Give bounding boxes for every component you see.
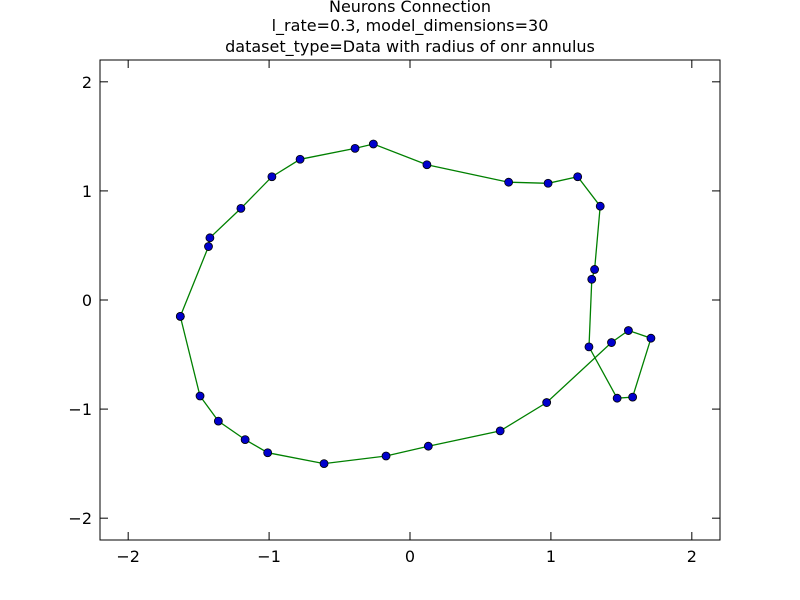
neuron-connection-line: [179, 143, 652, 465]
neuron-point: [590, 265, 599, 274]
chart-title-line-1: Neurons Connection: [329, 0, 491, 16]
neuron-point: [381, 451, 391, 461]
neuron-point: [240, 435, 250, 445]
x-tick-label: 0: [405, 547, 415, 566]
y-tick-label: −1: [68, 400, 92, 419]
neuron-point: [573, 172, 583, 182]
chart-title-line-2: l_rate=0.3, model_dimensions=30: [272, 16, 549, 36]
neuron-point: [205, 233, 215, 243]
neuron-point: [587, 274, 597, 284]
neuron-point: [504, 177, 514, 187]
chart-title-line-3: dataset_type=Data with radius of onr ann…: [225, 37, 595, 57]
neuron-point: [213, 416, 223, 426]
chart-title: Neurons Connection l_rate=0.3, model_dim…: [225, 0, 595, 57]
neuron-point: [236, 203, 246, 213]
y-tick-label: −2: [68, 509, 92, 528]
neuron-point: [195, 391, 205, 401]
x-tick-label: 1: [546, 547, 556, 566]
neuron-point: [584, 342, 594, 352]
neuron-point: [624, 326, 633, 335]
neuron-point: [646, 333, 656, 343]
y-tick-label: 1: [82, 182, 92, 201]
neuron-point: [319, 459, 329, 469]
neuron-point: [628, 392, 638, 402]
axes-frame: [99, 59, 721, 541]
neuron-point: [607, 338, 616, 347]
neuron-point: [267, 172, 277, 182]
neuron-point: [204, 242, 213, 251]
neuron-point: [295, 154, 305, 164]
neuron-point: [423, 441, 433, 451]
neuron-point: [422, 160, 432, 170]
neuron-point: [495, 426, 505, 436]
neuron-point: [175, 311, 185, 321]
neuron-point: [612, 393, 622, 403]
plot-area: −2 −1 0 1 2 −2 −1 0 1 2: [68, 59, 721, 566]
neuron-point: [543, 178, 553, 188]
x-tick-label: −2: [116, 547, 140, 566]
x-tick-label: 2: [687, 547, 697, 566]
y-tick-label: 0: [82, 291, 92, 310]
neuron-point: [350, 143, 360, 153]
neuron-point: [368, 139, 378, 149]
neuron-point: [542, 398, 552, 407]
y-tick-label: 2: [82, 73, 92, 92]
neuron-point: [263, 448, 273, 458]
neuron-point: [595, 201, 605, 211]
x-tick-label: −1: [257, 547, 281, 566]
